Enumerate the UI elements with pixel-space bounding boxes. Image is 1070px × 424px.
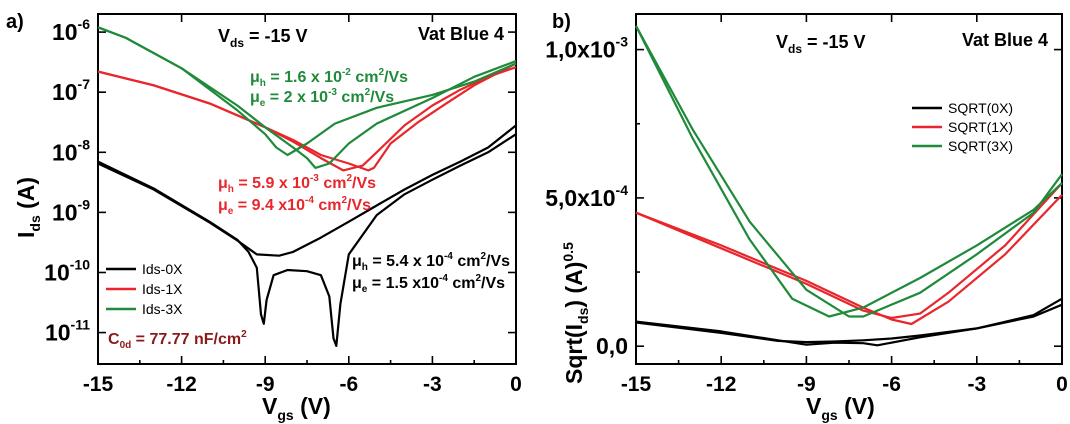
panel-b-x-tick-label: -15 — [621, 373, 652, 396]
panel-a-curves — [97, 26, 517, 347]
panel-b: b) 0,0 5,0x10-4 1,0x10-3 -15 -12 -9 -6 -3 0 Vds… — [545, 11, 1068, 423]
panel-b-x-tick-label: -3 — [967, 373, 986, 396]
panel-a-green-mu-h: μh = 1.6 x 10-2 cm2/Vs — [250, 67, 408, 89]
panel-b-curve-sqrt-3x — [635, 25, 1063, 318]
panel-a-y-tick-label: 10-8 — [52, 136, 90, 165]
legend-label-ids-0x: Ids-0X — [142, 261, 183, 277]
panel-b-y-ticks: 0,0 5,0x10-4 1,0x10-3 — [545, 34, 1062, 359]
panel-b-y-tick-label: 0,0 — [596, 333, 628, 359]
panel-a-capacitance-label: C0d = 77.77 nF/cm2 — [108, 329, 247, 351]
panel-b-x-ticks: -15 -12 -9 -6 -3 0 — [621, 14, 1068, 396]
panel-a-y-tick-label: 10-10 — [44, 256, 90, 285]
panel-a-curve-ids-0x — [97, 124, 517, 257]
panel-a-black-mu-h: μh = 5.4 x 10-4 cm2/Vs — [352, 251, 510, 273]
panel-a-x-tick-label: -15 — [83, 373, 114, 396]
panel-a-black-mu-e: μe = 1.5 x10-4 cm2/Vs — [352, 273, 505, 295]
panel-a-x-tick-label: -12 — [166, 373, 196, 396]
panel-b-legend: SQRT(0X) SQRT(1X) SQRT(3X) — [912, 100, 1013, 154]
panel-a-y-tick-label: 10-7 — [52, 76, 90, 105]
legend-label-sqrt-1x: SQRT(1X) — [948, 119, 1013, 135]
panel-b-curve-sqrt-3x — [635, 25, 1063, 318]
panel-a-x-tick-label: 0 — [510, 373, 522, 396]
panel-a-x-tick-label: -6 — [339, 373, 358, 396]
panel-a-label: a) — [6, 11, 24, 33]
panel-a-y-tick-label: 10-11 — [45, 317, 90, 346]
panel-b-y-tick-label: 5,0x10-4 — [545, 182, 628, 211]
panel-b-material-label: Vat Blue 4 — [962, 30, 1048, 50]
panel-b-vds-label: Vds = -15 V — [776, 32, 866, 56]
panel-a: a) 10-6 10-7 10-8 10-9 10-10 10-11 -15 -12 -9 -6… — [6, 11, 522, 423]
legend-label-sqrt-0x: SQRT(0X) — [948, 100, 1013, 116]
panel-b-x-axis-label: Vgs (V) — [806, 393, 875, 423]
panel-b-y-tick-label: 1,0x10-3 — [545, 34, 628, 63]
legend-label-ids-1x: Ids-1X — [142, 281, 183, 297]
legend-label-sqrt-3x: SQRT(3X) — [948, 138, 1013, 154]
panel-b-curves — [635, 25, 1063, 347]
panel-a-y-ticks: 10-6 10-7 10-8 10-9 10-10 10-11 — [44, 16, 516, 346]
panel-a-material-label: Vat Blue 4 — [418, 24, 504, 44]
panel-b-x-tick-label: -12 — [706, 373, 736, 396]
panel-a-curve-ids-3x — [97, 26, 517, 169]
panel-a-curve-ids-1x — [97, 62, 517, 172]
panel-b-x-tick-label: -9 — [797, 373, 816, 396]
panel-a-x-axis-label: Vgs (V) — [262, 393, 331, 423]
panel-b-label: b) — [552, 11, 571, 33]
panel-a-x-tick-label: -3 — [423, 373, 442, 396]
panel-a-y-tick-label: 10-6 — [52, 16, 90, 45]
panel-a-red-mu-e: μe = 9.4 x10-4 cm2/Vs — [218, 195, 371, 217]
panel-a-curve-ids-0x — [97, 133, 517, 347]
panel-b-curve-sqrt-0x — [635, 297, 1063, 344]
panel-a-y-axis-label: Ids (A) — [13, 177, 43, 238]
panel-a-y-tick-label: 10-9 — [52, 196, 90, 225]
panel-a-green-mu-e: μe = 2 x 10-3 cm2/Vs — [250, 87, 394, 109]
panel-b-curve-sqrt-1x — [635, 182, 1063, 320]
panel-b-x-tick-label: -6 — [882, 373, 901, 396]
panel-a-legend: Ids-0X Ids-1X Ids-3X — [106, 261, 183, 317]
panel-b-x-tick-label: 0 — [1056, 373, 1068, 396]
panel-a-red-mu-h: μh = 5.9 x 10-3 cm2/Vs — [218, 173, 376, 195]
panel-b-y-axis-label: Sqrt(Ids) (A)0.5 — [560, 242, 591, 384]
panel-b-curve-sqrt-1x — [635, 194, 1063, 326]
panel-a-x-ticks: -15 -12 -9 -6 -3 0 — [83, 14, 522, 396]
panel-a-x-tick-label: -9 — [256, 373, 275, 396]
legend-label-ids-3x: Ids-3X — [142, 301, 183, 317]
panel-a-vds-label: Vds = -15 V — [218, 26, 308, 50]
